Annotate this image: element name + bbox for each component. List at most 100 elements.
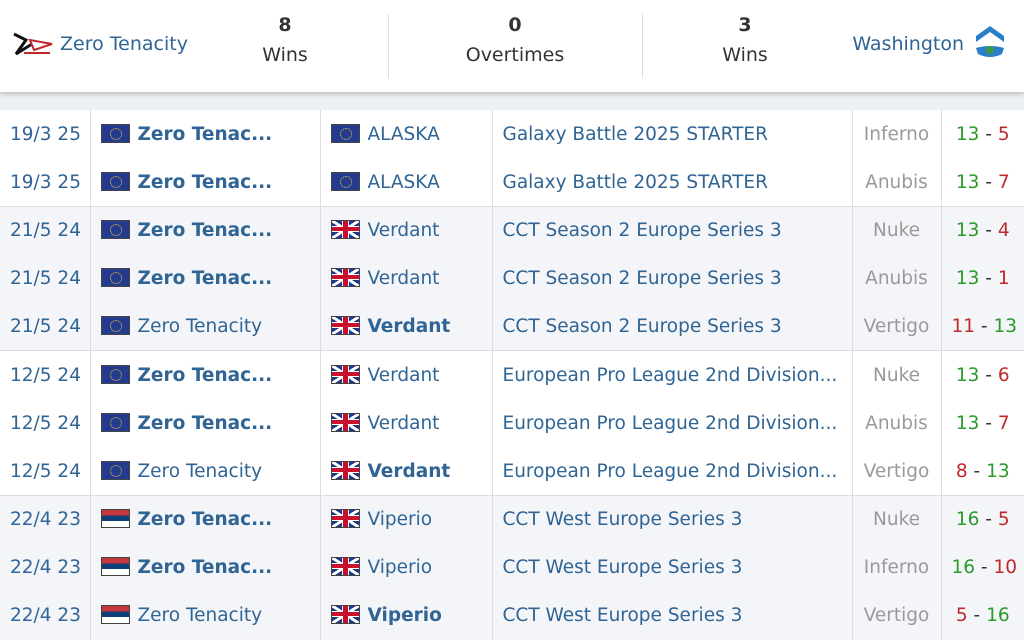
team2-cell[interactable]: ALASKA	[320, 158, 493, 207]
table-row[interactable]: 21/5 24 Zero Tenac... Verdant CCT Season 2 …	[0, 254, 1024, 303]
team1-name[interactable]: Zero Tenacity	[137, 605, 263, 627]
table-row[interactable]: 19/3 25 Zero Tenac... ALASKA Galaxy Battle …	[0, 158, 1024, 207]
event-link[interactable]: CCT West Europe Series 3	[502, 605, 743, 627]
team2-cell[interactable]: Viperio	[320, 494, 493, 544]
team2-cell[interactable]: Verdant	[320, 302, 493, 351]
team1-name[interactable]: Zero Tenacity	[137, 460, 263, 482]
event-cell[interactable]: Galaxy Battle 2025 STARTER	[492, 158, 853, 207]
match-date: 22/4 23	[10, 509, 81, 531]
score-team2: 10	[993, 557, 1018, 579]
event-link[interactable]: CCT Season 2 Europe Series 3	[502, 316, 782, 338]
team2-name[interactable]: Verdant	[367, 220, 440, 242]
event-cell[interactable]: European Pro League 2nd Division...	[492, 399, 853, 448]
score-cell[interactable]: 13 - 5	[941, 110, 1024, 158]
score-team1: 8	[955, 460, 968, 482]
event-cell[interactable]: CCT Season 2 Europe Series 3	[492, 205, 853, 255]
team1-cell[interactable]: Zero Tenacity	[90, 302, 321, 351]
event-link[interactable]: Galaxy Battle 2025 STARTER	[502, 123, 768, 145]
team1-cell[interactable]: Zero Tenac...	[90, 399, 321, 448]
team1-cell[interactable]: Zero Tenacity	[90, 591, 321, 640]
score-separator: -	[979, 412, 998, 434]
score-cell[interactable]: 16 - 10	[941, 543, 1024, 592]
event-cell[interactable]: CCT West Europe Series 3	[492, 494, 853, 544]
event-cell[interactable]: Galaxy Battle 2025 STARTER	[492, 110, 853, 159]
team1-link[interactable]: Zero Tenacity	[12, 30, 188, 58]
team2-cell[interactable]: Verdant	[320, 205, 493, 255]
team1-name[interactable]: Zero Tenacity	[137, 316, 263, 338]
team1-cell[interactable]: Zero Tenac...	[90, 110, 321, 159]
team1-name[interactable]: Zero Tenac...	[137, 557, 273, 579]
team2-name[interactable]: ALASKA	[367, 171, 440, 193]
table-row[interactable]: 21/5 24 Zero Tenac... Verdant CCT Season 2 …	[0, 205, 1024, 255]
event-link[interactable]: European Pro League 2nd Division...	[502, 364, 838, 386]
team1-name[interactable]: Zero Tenac...	[137, 220, 273, 242]
event-link[interactable]: CCT West Europe Series 3	[502, 509, 743, 531]
score-cell[interactable]: 13 - 7	[941, 158, 1024, 206]
match-date: 12/5 24	[10, 364, 81, 386]
score-cell[interactable]: 16 - 5	[941, 494, 1024, 544]
team2-name[interactable]: Viperio	[367, 509, 433, 531]
team2-name[interactable]: Verdant	[367, 364, 440, 386]
table-row[interactable]: 12/5 24 Zero Tenac... Verdant European Pro …	[0, 399, 1024, 448]
event-link[interactable]: European Pro League 2nd Division...	[502, 412, 838, 434]
team1-name[interactable]: Zero Tenac...	[137, 364, 273, 386]
team2-cell[interactable]: Verdant	[320, 254, 493, 303]
table-row[interactable]: 22/4 23 Zero Tenac... Viperio CCT West Euro…	[0, 494, 1024, 544]
event-cell[interactable]: CCT Season 2 Europe Series 3	[492, 302, 853, 351]
table-row[interactable]: 12/5 24 Zero Tenacity Verdant European Pro …	[0, 447, 1024, 496]
team1-cell[interactable]: Zero Tenac...	[90, 350, 321, 400]
team1-name[interactable]: Zero Tenac...	[137, 412, 273, 434]
team2-cell[interactable]: Verdant	[320, 447, 493, 496]
team2-cell[interactable]: Verdant	[320, 350, 493, 400]
event-link[interactable]: CCT Season 2 Europe Series 3	[502, 220, 782, 242]
team2-name[interactable]: ALASKA	[367, 123, 440, 145]
team1-cell[interactable]: Zero Tenacity	[90, 447, 321, 496]
team1-name[interactable]: Zero Tenac...	[137, 509, 273, 531]
score-cell[interactable]: 13 - 6	[941, 350, 1024, 400]
score-cell[interactable]: 13 - 7	[941, 399, 1024, 447]
score-cell[interactable]: 13 - 1	[941, 254, 1024, 303]
team2-name[interactable]: Verdant	[367, 316, 451, 338]
team1-name[interactable]: Zero Tenac...	[137, 171, 273, 193]
table-row[interactable]: 22/4 23 Zero Tenac... Viperio CCT West Euro…	[0, 543, 1024, 592]
team2-name[interactable]: Verdant	[367, 460, 451, 482]
team2-name[interactable]: Viperio	[367, 605, 442, 627]
score-team2: 7	[997, 412, 1010, 434]
team2-cell[interactable]: ALASKA	[320, 110, 493, 159]
score-cell[interactable]: 8 - 13	[941, 447, 1024, 495]
score-cell[interactable]: 11 - 13	[941, 302, 1024, 351]
event-cell[interactable]: CCT Season 2 Europe Series 3	[492, 254, 853, 303]
table-row[interactable]: 19/3 25 Zero Tenac... ALASKA Galaxy Battle …	[0, 110, 1024, 159]
table-row[interactable]: 22/4 23 Zero Tenacity Viperio CCT West Euro…	[0, 591, 1024, 640]
team1-cell[interactable]: Zero Tenac...	[90, 158, 321, 207]
table-row[interactable]: 21/5 24 Zero Tenacity Verdant CCT Season 2 …	[0, 302, 1024, 351]
team2-cell[interactable]: Viperio	[320, 543, 493, 592]
event-link[interactable]: CCT Season 2 Europe Series 3	[502, 268, 782, 290]
event-cell[interactable]: CCT West Europe Series 3	[492, 591, 853, 640]
eu-flag-icon	[100, 171, 130, 191]
team2-link[interactable]: Washington	[852, 24, 1006, 64]
team1-name[interactable]: Zero Tenac...	[137, 123, 273, 145]
table-row[interactable]: 12/5 24 Zero Tenac... Verdant European Pro …	[0, 350, 1024, 400]
team2-name[interactable]: Verdant	[367, 412, 440, 434]
team1-cell[interactable]: Zero Tenac...	[90, 254, 321, 303]
event-cell[interactable]: CCT West Europe Series 3	[492, 543, 853, 592]
team2-name[interactable]: Viperio	[367, 557, 433, 579]
team2-cell[interactable]: Verdant	[320, 399, 493, 448]
team2-cell[interactable]: Viperio	[320, 591, 493, 640]
team2-name[interactable]: Verdant	[367, 268, 440, 290]
score-cell[interactable]: 5 - 16	[941, 591, 1024, 640]
match-date: 12/5 24	[10, 460, 81, 482]
event-cell[interactable]: European Pro League 2nd Division...	[492, 350, 853, 400]
event-link[interactable]: CCT West Europe Series 3	[502, 557, 743, 579]
map-name: Vertigo	[863, 460, 930, 482]
event-cell[interactable]: European Pro League 2nd Division...	[492, 447, 853, 496]
team1-cell[interactable]: Zero Tenac...	[90, 494, 321, 544]
date-cell: 21/5 24	[0, 254, 91, 303]
team1-cell[interactable]: Zero Tenac...	[90, 205, 321, 255]
score-cell[interactable]: 13 - 4	[941, 205, 1024, 255]
event-link[interactable]: Galaxy Battle 2025 STARTER	[502, 171, 768, 193]
team1-name[interactable]: Zero Tenac...	[137, 268, 273, 290]
event-link[interactable]: European Pro League 2nd Division...	[502, 460, 838, 482]
team1-cell[interactable]: Zero Tenac...	[90, 543, 321, 592]
